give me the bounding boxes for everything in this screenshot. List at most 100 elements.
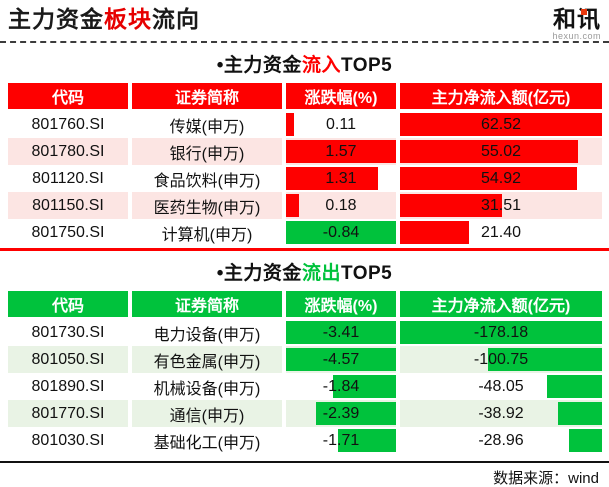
section-title-bullet: •: [216, 55, 224, 76]
page-title-highlight: 板块: [104, 6, 152, 32]
section-title-highlight: 流入: [301, 55, 341, 76]
name-cell: 通信(申万): [132, 400, 282, 427]
code-cell: 801050.SI: [8, 346, 128, 373]
section-title-prefix: 主力资金: [223, 55, 302, 76]
code-cell: 801890.SI: [8, 373, 128, 400]
cell-value: -28.96: [478, 431, 524, 449]
data-bar: [547, 375, 602, 398]
cell-value: -1.71: [322, 431, 360, 449]
name-cell: 基础化工(申万): [132, 427, 282, 454]
column-header: 代码: [8, 83, 128, 109]
hexun-logo-text: 和讯: [553, 6, 601, 32]
section-title-inflow: •主力资金流入TOP5: [0, 50, 609, 77]
column-header: 证券简称: [132, 83, 282, 109]
data-bar: [333, 375, 396, 398]
change-cell: -1.71: [286, 427, 396, 454]
code-cell: 801150.SI: [8, 192, 128, 219]
cell-value: 0.11: [326, 115, 356, 133]
cell-value: 1.57: [325, 142, 357, 160]
data-bar: [337, 429, 396, 452]
cell-value: 21.40: [480, 223, 522, 241]
change-cell: -3.41: [286, 319, 396, 346]
column-header: 主力净流入额(亿元): [400, 291, 602, 317]
name-cell: 银行(申万): [132, 138, 282, 165]
data-bar: [400, 113, 602, 136]
tables-container: •主力资金流入TOP5 代码 证券简称 涨跌幅(%) 主力净流入额(亿元) 801760.…: [0, 50, 609, 463]
page-title-prefix: 主力资金: [8, 6, 104, 32]
cell-value: 54.92: [480, 169, 522, 187]
logo-red-dot-icon: [581, 9, 587, 15]
page-title-suffix: 流向: [152, 6, 200, 32]
name-cell: 医药生物(申万): [132, 192, 282, 219]
cell-value: -38.92: [478, 404, 524, 422]
data-bar: [400, 194, 502, 217]
cell-value: -4.57: [322, 350, 360, 368]
column-header: 主力净流入额(亿元): [400, 83, 602, 109]
change-cell: -4.57: [286, 346, 396, 373]
cell-value: -48.05: [478, 377, 524, 395]
column-header: 代码: [8, 291, 128, 317]
data-bar: [286, 140, 396, 163]
code-cell: 801760.SI: [8, 111, 128, 138]
flow-table-inflow: 代码 证券简称 涨跌幅(%) 主力净流入额(亿元) 801760.SI 传媒(申万) 0.1…: [8, 83, 602, 246]
cell-value: -1.84: [322, 377, 360, 395]
section-title-bullet: •: [216, 263, 224, 284]
data-bar: [400, 321, 602, 344]
data-bar: [286, 221, 396, 244]
section-title-suffix: TOP5: [340, 263, 393, 284]
cell-value: -2.39: [322, 404, 360, 422]
net-inflow-cell: 62.52: [400, 111, 602, 138]
column-header: 涨跌幅(%): [286, 291, 396, 317]
data-bar: [286, 321, 396, 344]
code-cell: 801730.SI: [8, 319, 128, 346]
section-title-prefix: 主力资金: [223, 263, 302, 284]
cell-value: -3.41: [322, 323, 360, 341]
page-title: 主力资金板块流向: [8, 6, 200, 32]
data-bar: [487, 348, 602, 371]
cell-value: -100.75: [473, 350, 529, 368]
name-cell: 食品饮料(申万): [132, 165, 282, 192]
hexun-logo-domain: hexun.com: [552, 31, 601, 41]
data-bar: [286, 348, 396, 371]
net-inflow-cell: 55.02: [400, 138, 602, 165]
net-inflow-cell: 21.40: [400, 219, 602, 246]
cell-value: 1.31: [325, 169, 357, 187]
page-header: 主力资金板块流向 和讯 hexun.com: [0, 0, 609, 41]
data-bar: [400, 140, 578, 163]
net-inflow-cell: 31.51: [400, 192, 602, 219]
change-cell: 1.57: [286, 138, 396, 165]
net-inflow-cell: -28.96: [400, 427, 602, 454]
column-header: 证券简称: [132, 291, 282, 317]
section-title-outflow: •主力资金流出TOP5: [0, 258, 609, 285]
cell-value: 31.51: [480, 196, 522, 214]
change-cell: -0.84: [286, 219, 396, 246]
flow-table-section-outflow: •主力资金流出TOP5 代码 证券简称 涨跌幅(%) 主力净流入额(亿元) 801730.…: [0, 258, 609, 463]
net-inflow-cell: -100.75: [400, 346, 602, 373]
code-cell: 801750.SI: [8, 219, 128, 246]
flow-table-section-inflow: •主力资金流入TOP5 代码 证券简称 涨跌幅(%) 主力净流入额(亿元) 801760.…: [0, 50, 609, 251]
data-bar: [286, 167, 378, 190]
table-bottom-line-black: [0, 461, 609, 463]
data-bar: [569, 429, 602, 452]
change-cell: -2.39: [286, 400, 396, 427]
name-cell: 计算机(申万): [132, 219, 282, 246]
change-cell: 0.18: [286, 192, 396, 219]
data-source-label: 数据来源：wind: [493, 470, 599, 487]
data-bar: [400, 167, 578, 190]
code-cell: 801030.SI: [8, 427, 128, 454]
name-cell: 机械设备(申万): [132, 373, 282, 400]
data-bar: [400, 221, 470, 244]
data-bar: [286, 194, 299, 217]
column-header: 涨跌幅(%): [286, 83, 396, 109]
hexun-logo: 和讯 hexun.com: [552, 8, 601, 41]
section-title-suffix: TOP5: [340, 55, 393, 76]
data-bar: [315, 402, 396, 425]
code-cell: 801770.SI: [8, 400, 128, 427]
dashed-divider: [0, 41, 609, 43]
cell-value: 55.02: [480, 142, 522, 160]
change-cell: 0.11: [286, 111, 396, 138]
net-inflow-cell: -48.05: [400, 373, 602, 400]
data-bar: [557, 402, 602, 425]
table-bottom-line-red: [0, 248, 609, 251]
